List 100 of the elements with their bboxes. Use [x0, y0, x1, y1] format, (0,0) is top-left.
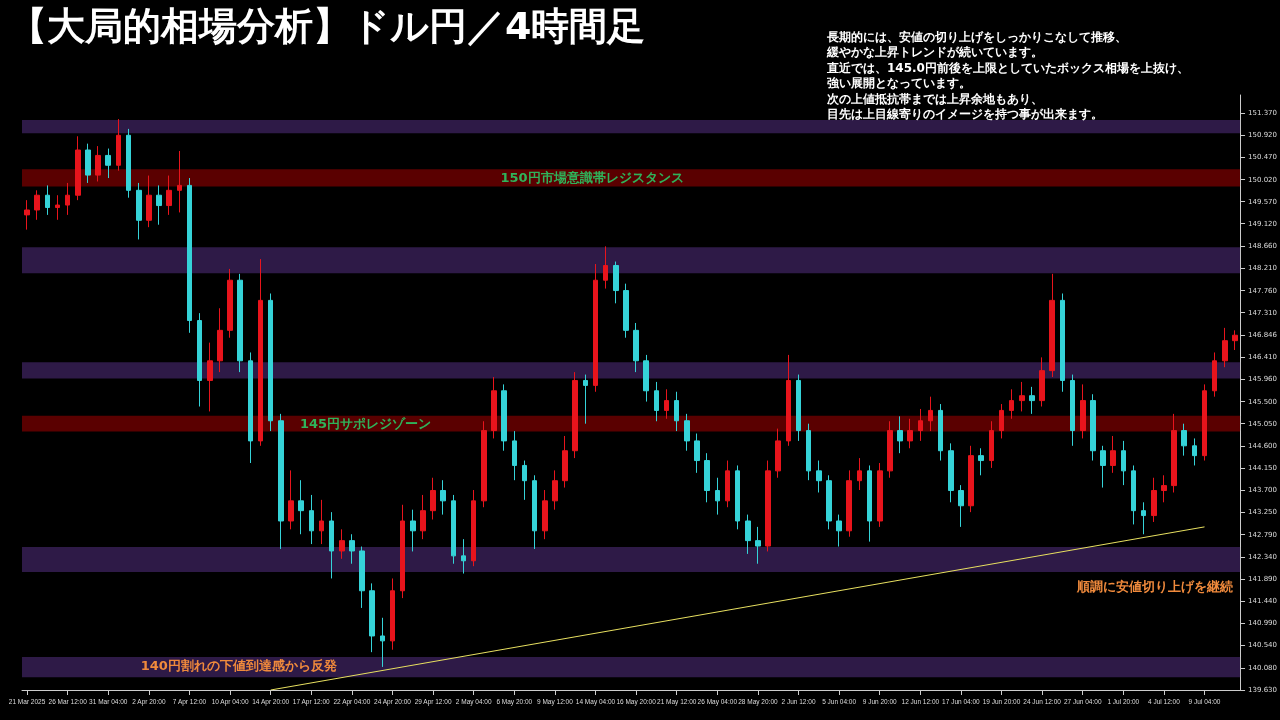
- candlestick: [248, 351, 253, 464]
- candlestick: [1212, 351, 1217, 398]
- candlestick: [765, 460, 771, 552]
- candlestick: [857, 457, 862, 491]
- candlestick: [725, 460, 730, 508]
- candlestick: [55, 194, 60, 221]
- candlestick: [806, 423, 811, 481]
- candlestick: [532, 474, 537, 550]
- candlestick: [136, 182, 142, 240]
- candlestick: [1090, 393, 1096, 462]
- candlestick: [512, 430, 517, 481]
- candlestick: [583, 374, 588, 425]
- candlestick: [1080, 383, 1086, 439]
- candlestick: [897, 415, 903, 454]
- candlestick: [95, 145, 101, 182]
- candlestick: [948, 442, 954, 503]
- candlestick: [410, 509, 416, 552]
- candlestick: [1131, 464, 1136, 525]
- candlestick: [1060, 293, 1065, 393]
- candlestick: [380, 617, 385, 668]
- candlestick: [1181, 423, 1187, 457]
- candlestick: [786, 354, 791, 447]
- candlestick: [918, 408, 923, 442]
- candlestick: [846, 469, 852, 538]
- candlestick: [735, 464, 740, 530]
- candlestick: [319, 499, 324, 545]
- candlestick: [816, 460, 822, 493]
- candlestick: [1202, 383, 1207, 462]
- candlestick: [75, 135, 81, 201]
- candlestick: [34, 189, 40, 221]
- candlestick: [258, 258, 263, 447]
- candlestick: [887, 420, 893, 479]
- candlestick: [461, 538, 466, 575]
- candlestick: [775, 428, 781, 479]
- candlestick: [674, 391, 679, 432]
- candlestick: [989, 420, 994, 469]
- candlestick: [694, 433, 700, 474]
- candlestick: [278, 413, 284, 550]
- candlestick: [664, 388, 669, 420]
- candlestick: [1141, 501, 1146, 535]
- candlestick: [146, 175, 152, 228]
- candlestick: [572, 371, 578, 459]
- candlestick: [349, 533, 355, 565]
- candlestick: [1029, 386, 1035, 415]
- candlestick: [1100, 445, 1106, 489]
- candlestick: [684, 413, 690, 452]
- candlestick: [400, 504, 405, 599]
- candlestick: [907, 418, 913, 449]
- candlestick: [1049, 273, 1055, 378]
- candlestick: [1110, 435, 1116, 474]
- candlestick: [430, 477, 436, 521]
- candlestick: [329, 511, 334, 579]
- candlestick: [451, 494, 456, 565]
- candlestick: [339, 528, 345, 560]
- candlestick: [1039, 356, 1045, 407]
- candlestick: [715, 477, 720, 516]
- candlestick: [542, 489, 548, 540]
- candlestick: [1232, 329, 1238, 351]
- candlestick: [298, 479, 304, 535]
- candlestick: [836, 514, 842, 548]
- candlestick: [938, 403, 943, 462]
- candlestick: [85, 143, 91, 184]
- candlestick: [156, 184, 162, 226]
- band-label: 150円市場意識帯レジスタンス: [500, 170, 684, 186]
- candlestick: [116, 118, 121, 172]
- candlestick: [45, 184, 50, 216]
- candlestick: [24, 199, 30, 231]
- chart-title: 【大局的相場分析】ドル円／4時間足: [9, 4, 646, 48]
- candlestick: [826, 474, 832, 530]
- candlestick: [1070, 374, 1075, 447]
- candlestick: [1222, 327, 1228, 368]
- candlestick: [755, 526, 761, 565]
- annotation: 順調に安値切り上げを継続: [1075, 578, 1233, 594]
- candlestick: [227, 268, 233, 339]
- candlestick: [440, 479, 446, 516]
- candlestick: [928, 396, 933, 432]
- candlestick: [1121, 440, 1126, 486]
- candlestick: [1161, 474, 1167, 503]
- candlestick: [288, 469, 294, 530]
- candlestick: [309, 494, 314, 545]
- candlestick: [187, 177, 192, 334]
- candlestick: [562, 435, 568, 489]
- candlestick: [877, 462, 883, 528]
- candlestick: [796, 374, 801, 442]
- candlestick: [613, 261, 619, 304]
- candlestick: [603, 245, 608, 290]
- candlestick: [1151, 477, 1157, 523]
- candlestick: [420, 494, 426, 540]
- candlestick: [968, 445, 974, 513]
- candlestick: [552, 469, 558, 511]
- annotation: 140円割れの下値到達感から反発: [140, 657, 337, 673]
- candlestick: [177, 150, 182, 213]
- candlestick: [999, 403, 1004, 439]
- candlestick: [166, 175, 172, 216]
- candlestick: [207, 342, 213, 412]
- candlestick: [593, 263, 598, 393]
- candlestick: [978, 447, 984, 476]
- candlestick: [623, 283, 629, 339]
- candlestick: [501, 383, 507, 452]
- candlestick: [481, 420, 487, 508]
